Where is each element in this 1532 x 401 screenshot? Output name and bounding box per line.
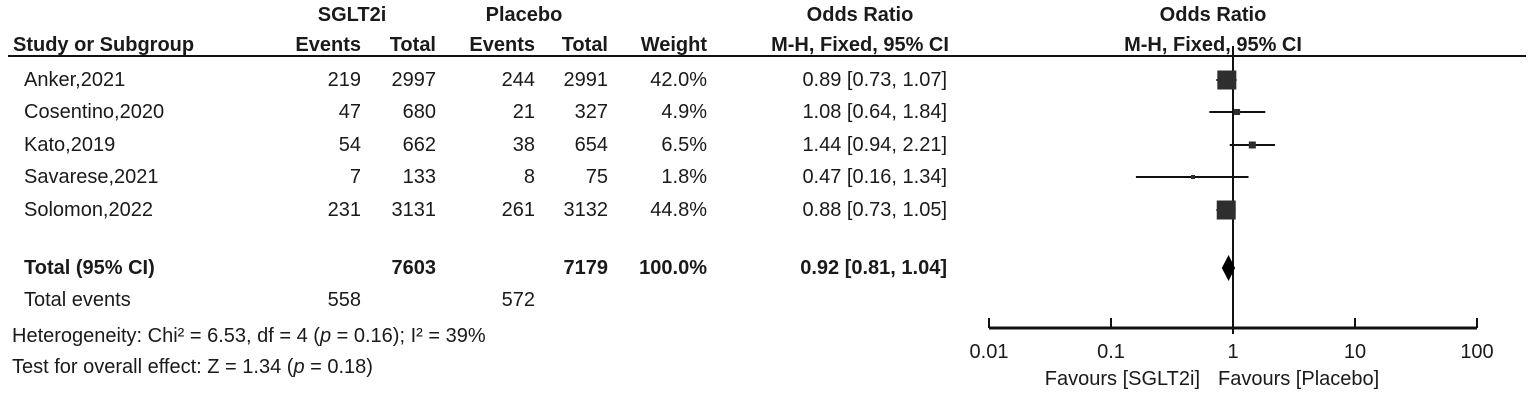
axis-tick-label-0.01: 0.01 bbox=[970, 341, 1009, 363]
row-1-or-ci: 1.08 [0.64, 1.84] bbox=[802, 101, 947, 123]
row-3-total2: 75 bbox=[585, 166, 608, 188]
point-estimate-square-0 bbox=[1217, 70, 1237, 90]
row-3-or-ci: 0.47 [0.16, 1.34] bbox=[802, 166, 947, 188]
col-header-events-control: Events bbox=[469, 34, 535, 56]
row-2-weight: 6.5% bbox=[661, 134, 707, 156]
row-2-total2: 654 bbox=[574, 134, 608, 156]
point-estimate-square-2 bbox=[1248, 141, 1256, 149]
axis-tick-label-1: 1 bbox=[1227, 341, 1238, 363]
total-label: Total (95% CI) bbox=[24, 257, 155, 279]
row-4-total1: 3131 bbox=[391, 199, 437, 221]
point-estimate-square-1 bbox=[1234, 109, 1241, 115]
row-3-events1: 7 bbox=[349, 166, 361, 188]
header-rule bbox=[8, 55, 1526, 57]
row-4-study: Solomon,2022 bbox=[24, 199, 153, 221]
overall-effect-text-end: = 0.18) bbox=[304, 356, 373, 378]
total-or-ci: 0.92 [0.81, 1.04] bbox=[800, 257, 947, 279]
row-1-events1: 47 bbox=[338, 101, 361, 123]
row-2-total1: 662 bbox=[402, 134, 436, 156]
col-header-events-treatment: Events bbox=[295, 34, 361, 56]
heterogeneity-note: Heterogeneity: Chi² = 6.53, df = 4 (p = … bbox=[12, 320, 486, 352]
axis-tick-label-0.1: 0.1 bbox=[1097, 341, 1125, 363]
heterogeneity-text-end: = 0.16); I² = 39% bbox=[331, 325, 486, 347]
overall-effect-note: Test for overall effect: Z = 1.34 (p = 0… bbox=[12, 351, 373, 383]
row-0-total2: 2991 bbox=[563, 69, 609, 91]
summary-diamond bbox=[1221, 255, 1236, 281]
row-4-events1: 231 bbox=[327, 199, 361, 221]
col-header-mh-ci-plot: M-H, Fixed, 95% CI bbox=[1124, 34, 1302, 56]
heterogeneity-p-italic: p bbox=[319, 325, 332, 347]
point-estimate-square-3 bbox=[1190, 175, 1195, 179]
row-3-events2: 8 bbox=[523, 166, 535, 188]
overall-effect-p-italic: p bbox=[293, 356, 305, 378]
row-2-events1: 54 bbox=[338, 134, 361, 156]
row-3-weight: 1.8% bbox=[661, 166, 707, 188]
overall-effect-text: Test for overall effect: Z = 1.34 ( bbox=[12, 356, 294, 378]
favours-left-label: Favours [SGLT2i] bbox=[1045, 368, 1200, 390]
group-header-odds-ratio-stats: Odds Ratio bbox=[806, 4, 914, 26]
total-events-treatment: 558 bbox=[327, 289, 361, 311]
row-1-study: Cosentino,2020 bbox=[24, 101, 165, 123]
group-header-odds-ratio-plot: Odds Ratio bbox=[1159, 4, 1267, 26]
total-events-control: 572 bbox=[501, 289, 535, 311]
group-header-treatment: SGLT2i bbox=[317, 4, 387, 26]
row-3-total1: 133 bbox=[402, 166, 436, 188]
row-4-events2: 261 bbox=[501, 199, 535, 221]
row-0-events1: 219 bbox=[327, 69, 361, 91]
row-4-weight: 44.8% bbox=[650, 199, 707, 221]
row-0-or-ci: 0.89 [0.73, 1.07] bbox=[802, 69, 947, 91]
axis-tick-label-100: 100 bbox=[1460, 341, 1493, 363]
row-0-weight: 42.0% bbox=[650, 69, 707, 91]
point-estimate-square-4 bbox=[1216, 200, 1236, 220]
row-0-study: Anker,2021 bbox=[24, 69, 126, 91]
row-2-events2: 38 bbox=[512, 134, 535, 156]
row-4-total2: 3132 bbox=[563, 199, 609, 221]
total-weight: 100.0% bbox=[639, 257, 707, 279]
row-0-total1: 2997 bbox=[391, 69, 437, 91]
heterogeneity-text: Heterogeneity: Chi² = 6.53, df = 4 ( bbox=[12, 325, 320, 347]
row-1-weight: 4.9% bbox=[661, 101, 707, 123]
row-0-events2: 244 bbox=[501, 69, 535, 91]
col-header-study: Study or Subgroup bbox=[13, 34, 195, 56]
row-3-study: Savarese,2021 bbox=[24, 166, 159, 188]
row-4-or-ci: 0.88 [0.73, 1.05] bbox=[802, 199, 947, 221]
total-events-label: Total events bbox=[24, 289, 131, 311]
col-header-weight: Weight bbox=[640, 34, 707, 56]
row-1-total1: 680 bbox=[402, 101, 436, 123]
group-header-control: Placebo bbox=[485, 4, 563, 26]
total-control-n: 7179 bbox=[563, 257, 609, 279]
total-treatment-n: 7603 bbox=[391, 257, 437, 279]
axis-tick-label-10: 10 bbox=[1344, 341, 1366, 363]
row-2-or-ci: 1.44 [0.94, 2.21] bbox=[802, 134, 947, 156]
col-header-mh-ci-stats: M-H, Fixed, 95% CI bbox=[771, 34, 949, 56]
col-header-total-treatment: Total bbox=[389, 34, 436, 56]
row-2-study: Kato,2019 bbox=[24, 134, 116, 156]
row-1-total2: 327 bbox=[574, 101, 608, 123]
favours-right-label: Favours [Placebo] bbox=[1218, 368, 1379, 390]
row-1-events2: 21 bbox=[512, 101, 535, 123]
col-header-total-control: Total bbox=[561, 34, 608, 56]
